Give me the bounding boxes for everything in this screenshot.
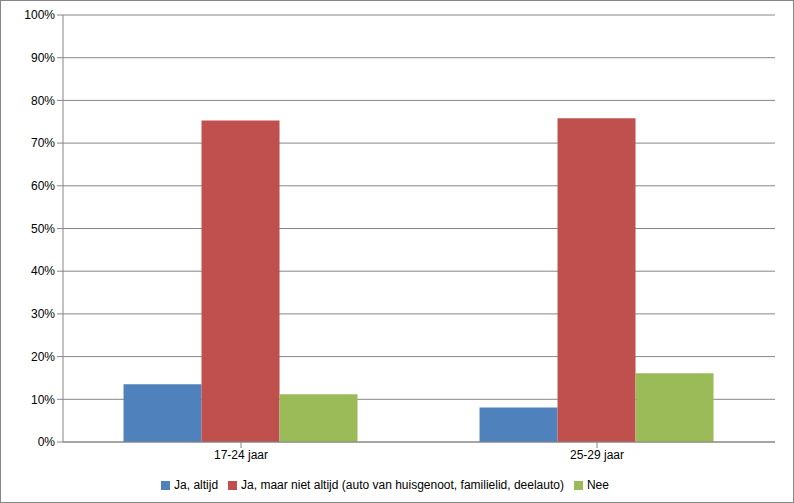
svg-text:70%: 70% — [31, 136, 55, 150]
svg-text:10%: 10% — [31, 393, 55, 407]
html-text:Nee: Nee — [586, 478, 609, 492]
svg-text:25-29 jaar: 25-29 jaar — [570, 448, 624, 462]
html-text:Ja, maar niet altijd (auto van: Ja, maar niet altijd (auto van huisgenoo… — [241, 478, 564, 492]
svg-text:17-24 jaar: 17-24 jaar — [214, 448, 268, 462]
svg-text:90%: 90% — [31, 51, 55, 65]
svg-text:100%: 100% — [24, 8, 55, 22]
svg-text:80%: 80% — [31, 94, 55, 108]
svg-text:20%: 20% — [31, 350, 55, 364]
svg-text:0%: 0% — [38, 435, 56, 449]
svg-text:30%: 30% — [31, 307, 55, 321]
svg-text:40%: 40% — [31, 264, 55, 278]
html-text:Ja, altijd: Ja, altijd — [174, 478, 219, 492]
svg-text:50%: 50% — [31, 222, 55, 236]
svg-text:60%: 60% — [31, 179, 55, 193]
